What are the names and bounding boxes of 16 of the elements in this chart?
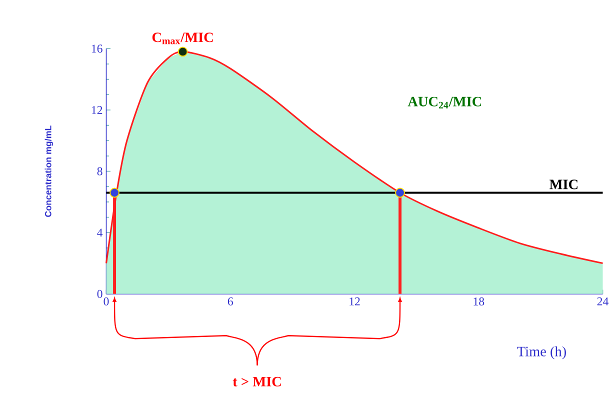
annotation: AUC$_{24}$/MIC: [408, 96, 482, 108]
annotation: C$_{max}$/MIC: [152, 32, 213, 44]
y-tick-label: 12: [92, 106, 102, 114]
ref-line-label: MIC: [550, 180, 578, 190]
y-axis-title: Concentration mg/mL: [44, 126, 54, 217]
x-axis-title: Time (h): [517, 346, 566, 360]
y-tick-label: 16: [92, 44, 102, 53]
y-tick-label: 8: [97, 167, 102, 176]
x-tick-label: 6: [228, 297, 233, 306]
x-tick-label: 12: [350, 297, 360, 306]
y-tick-label: 0: [97, 290, 102, 298]
x-tick-label: 24: [597, 297, 609, 306]
x-tick-label: 18: [474, 297, 484, 306]
x-tick-label: 0: [104, 297, 109, 306]
y-tick-label: 4: [97, 228, 103, 236]
text: t > MIC: [232, 376, 281, 386]
